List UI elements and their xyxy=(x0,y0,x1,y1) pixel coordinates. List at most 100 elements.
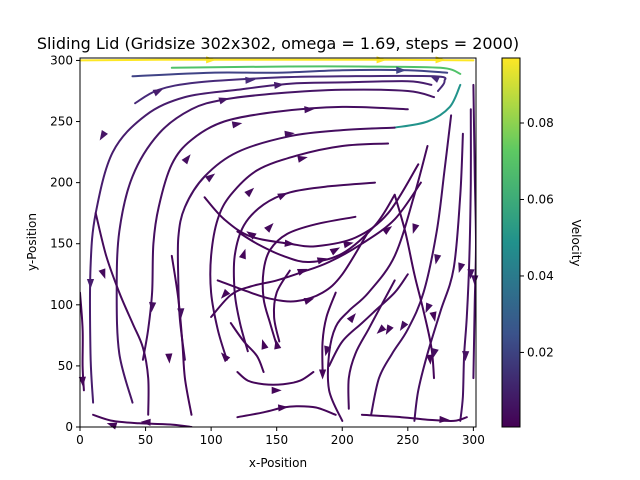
streamline-arrow-9-0 xyxy=(297,155,308,163)
streamline-arrow-32-0 xyxy=(165,353,173,364)
streamline-arrow-17-2 xyxy=(399,320,409,332)
streamline-0 xyxy=(80,58,475,62)
streamline-arrow-0-1 xyxy=(376,56,387,64)
streamline-arrow-3-0 xyxy=(396,66,407,74)
streamline-arrow-8-0 xyxy=(284,130,295,138)
streamline-26 xyxy=(92,413,193,427)
streamline-19 xyxy=(459,108,472,422)
streamline-arrow-19-0 xyxy=(467,269,475,280)
streamline-arrow-13-1 xyxy=(284,239,295,247)
x-tick-label: 250 xyxy=(396,433,419,447)
streamline-33 xyxy=(393,193,435,380)
streamline-arrow-18-0 xyxy=(458,262,466,273)
streamline-arrow-4-0 xyxy=(429,75,441,83)
streamline-18 xyxy=(413,132,464,422)
x-tick-label: 0 xyxy=(76,433,84,447)
colorbar-ticks: 0.02 0.04 0.06 0.08 xyxy=(520,116,554,359)
streamline-arrow-0-2 xyxy=(435,56,446,64)
y-tick-label: 250 xyxy=(50,115,73,129)
streamline-arrow-16-2 xyxy=(324,345,332,357)
streamline-arrow-7-1 xyxy=(231,121,243,129)
x-tick-label: 200 xyxy=(331,433,354,447)
streamline-arrow-33-0 xyxy=(429,311,437,322)
streamline-9 xyxy=(209,142,390,361)
streamline-4 xyxy=(134,74,447,105)
streamline-17 xyxy=(370,114,453,416)
streamline-10 xyxy=(232,181,376,353)
colorbar-tick-label: 0.04 xyxy=(527,269,554,283)
streamline-2 xyxy=(393,83,462,129)
streamline-arrow-16-0 xyxy=(412,223,420,234)
streamline-arrow-11-0 xyxy=(238,248,246,260)
streamline-arrow-17-1 xyxy=(425,302,433,314)
colorbar-label: Velocity xyxy=(569,219,583,266)
streamline-arrow-18-1 xyxy=(431,347,439,359)
streamline-29 xyxy=(80,291,85,392)
streamline-arrow-27-0 xyxy=(439,415,450,424)
colorbar-tick-label: 0.06 xyxy=(527,192,554,206)
streamline-32 xyxy=(170,254,193,416)
colorbar-tick-label: 0.02 xyxy=(527,345,554,359)
streamline-5 xyxy=(88,80,433,404)
streamline-22 xyxy=(347,279,396,410)
x-tick-label: 100 xyxy=(200,433,223,447)
y-tick-label: 300 xyxy=(50,53,73,67)
streamline-arrow-15-0 xyxy=(303,298,315,305)
x-tick-label: 300 xyxy=(462,433,485,447)
streamline-arrow-10-0 xyxy=(277,192,288,201)
streamline-13 xyxy=(203,163,420,248)
streamline-11 xyxy=(261,215,357,347)
streamline-arrow-16-1 xyxy=(346,313,356,324)
x-axis-ticks: 0 50 100 150 200 250 300 xyxy=(76,427,485,447)
streamline-arrow-12-0 xyxy=(381,226,393,235)
y-tick-label: 150 xyxy=(50,237,73,251)
x-axis-label: x-Position xyxy=(249,456,307,470)
streamline-arrow-8-1 xyxy=(204,173,216,183)
streamline-arrow-9-1 xyxy=(244,187,255,198)
streamline-24 xyxy=(236,371,315,386)
y-axis-label: y-Position xyxy=(25,213,39,271)
streamline-arrow-5-1 xyxy=(152,88,164,97)
streamline-30 xyxy=(229,322,265,373)
streamline-arrow-7-0 xyxy=(304,106,315,114)
streamline-arrow-25-0 xyxy=(277,404,289,412)
streamline-arrow-21-0 xyxy=(376,324,387,334)
streamline-arrow-12-3 xyxy=(220,288,231,299)
streamline-arrow-17-0 xyxy=(434,253,442,265)
streamline-arrow-26-1 xyxy=(106,422,118,430)
chart-title: Sliding Lid (Gridsize 302x302, omega = 1… xyxy=(37,34,519,53)
streamline-arrow-31-0 xyxy=(274,339,282,350)
streamline-arrow-6-0 xyxy=(218,97,230,105)
arrows-layer xyxy=(78,56,479,430)
streamline-arrow-5-2 xyxy=(86,279,95,290)
streamline-6 xyxy=(115,88,435,404)
streamline-arrow-30-0 xyxy=(220,352,231,363)
streamline-arrow-23-0 xyxy=(318,369,327,380)
y-axis-ticks: 0 50 100 150 200 250 300 xyxy=(50,53,80,434)
streamline-arrow-12-1 xyxy=(329,247,341,256)
streamline-arrow-8-2 xyxy=(177,308,185,319)
streamline-arrow-19-1 xyxy=(462,351,470,362)
streamline-arrow-20-0 xyxy=(471,275,479,286)
streamline-arrow-11-1 xyxy=(261,339,269,350)
streamline-arrow-0-0 xyxy=(206,56,217,64)
streamline-arrow-12-2 xyxy=(296,268,308,276)
streamline-arrow-24-0 xyxy=(271,386,282,394)
y-tick-label: 0 xyxy=(65,420,73,434)
streamline-1 xyxy=(170,65,462,75)
streamline-arrow-7-3 xyxy=(149,301,157,313)
streamline-arrow-26-0 xyxy=(140,418,151,426)
streamline-14 xyxy=(236,193,396,264)
streamline-27 xyxy=(360,413,468,422)
streamline-3 xyxy=(131,68,449,78)
streamline-31 xyxy=(272,269,291,343)
streamline-arrow-4-1 xyxy=(245,76,256,84)
streamline-arrow-5-0 xyxy=(273,81,285,90)
x-tick-label: 150 xyxy=(265,433,288,447)
streamline-arrow-33-1 xyxy=(426,354,434,365)
colorbar-tick-label: 0.08 xyxy=(527,116,554,130)
x-tick-label: 50 xyxy=(138,433,153,447)
streamline-arrow-13-2 xyxy=(246,231,257,240)
streamline-25 xyxy=(236,405,337,419)
